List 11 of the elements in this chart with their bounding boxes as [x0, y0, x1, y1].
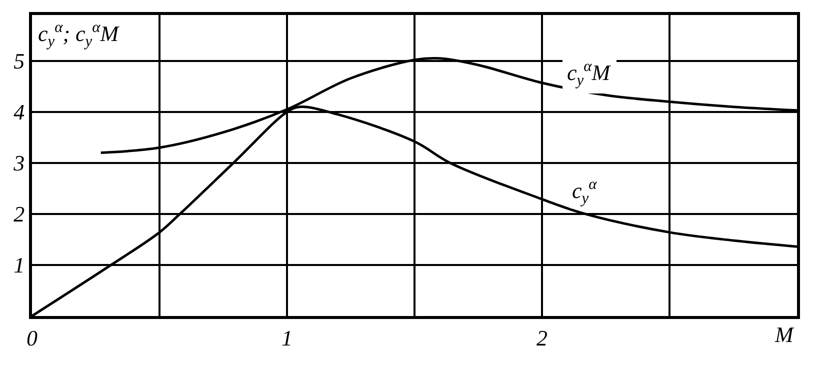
x-axis-title: M: [774, 322, 795, 347]
y-tick-label: 5: [14, 48, 25, 74]
x-tick-label: 2: [536, 325, 548, 350]
y-tick-label: 2: [14, 202, 25, 227]
y-axis-title: c$_{y}$$^{α}$; c$_{y}$$^{α}$M: [38, 19, 120, 50]
y-tick-label: 4: [14, 100, 25, 125]
y-tick-label: 1: [14, 252, 25, 278]
x-tick-label: 1: [282, 325, 292, 350]
y-tick-label: 3: [12, 150, 25, 176]
x-tick-label: 0: [26, 325, 38, 350]
annotation: c$_{y}$$^{α}$M: [567, 58, 612, 89]
